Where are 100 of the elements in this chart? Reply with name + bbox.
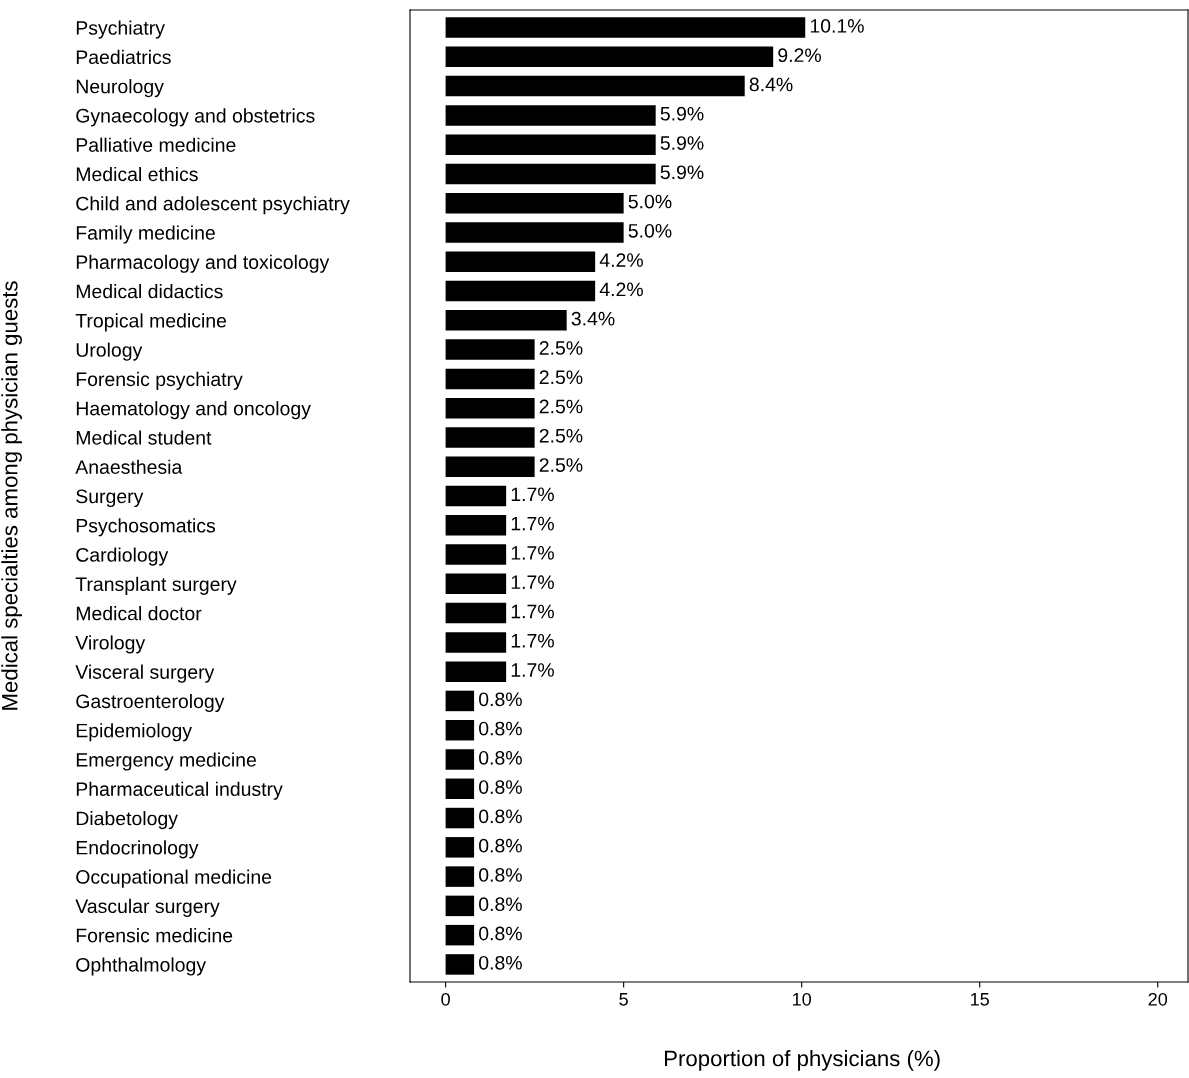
y-tick-label: Pharmacology and toxicology — [76, 254, 330, 273]
bar — [445, 954, 475, 975]
y-tick-label: Anaesthesia — [75, 459, 183, 474]
data-label: 1.7% — [511, 633, 554, 648]
x-tick-label: 15 — [971, 993, 989, 1006]
data-label: 0.8% — [479, 750, 522, 765]
bar — [445, 105, 656, 126]
y-tick-label: Medical doctor — [76, 606, 202, 621]
data-label: 1.7% — [511, 663, 554, 677]
bar — [445, 485, 507, 507]
bar — [445, 339, 535, 360]
y-tick-label: Emergency medicine — [76, 752, 256, 771]
data-label: 2.5% — [539, 458, 583, 472]
bar — [445, 134, 656, 155]
y-tick-label: Medical ethics — [76, 166, 198, 182]
x-axis-title: Proportion of physicians (%) — [664, 1050, 940, 1071]
y-tick-label: Epidemiology — [76, 723, 192, 742]
data-label: 1.7% — [511, 487, 554, 502]
bar — [445, 17, 806, 38]
data-label: 4.2% — [599, 282, 643, 297]
y-tick-label: Virology — [75, 635, 146, 654]
y-tick-label: Endocrinology — [76, 840, 199, 859]
bar — [445, 807, 475, 829]
y-tick-label: Psychiatry — [76, 20, 165, 39]
y-tick-label: Diabetology — [76, 811, 178, 830]
data-label: 1.7% — [511, 604, 554, 619]
y-tick-label: Occupational medicine — [76, 869, 272, 888]
y-tick-label: Cardiology — [76, 547, 169, 566]
x-tick-label: 0 — [441, 992, 450, 1006]
data-label: 10.1% — [810, 19, 864, 33]
data-label: 0.8% — [479, 838, 522, 853]
bar — [445, 719, 475, 741]
data-label: 0.8% — [479, 721, 522, 736]
bar — [445, 661, 507, 682]
bar — [445, 280, 596, 302]
bar — [445, 310, 567, 331]
bar — [445, 456, 535, 477]
bar — [445, 866, 475, 887]
bar — [445, 515, 507, 536]
data-label: 8.4% — [749, 77, 793, 92]
bar — [445, 222, 624, 243]
bar — [445, 690, 475, 712]
bar — [445, 251, 596, 273]
y-tick-label: Palliative medicine — [76, 137, 236, 152]
y-tick-label: Transplant surgery — [75, 576, 237, 595]
data-label: 2.5% — [539, 341, 583, 355]
bar — [445, 602, 507, 624]
y-tick-label: Surgery — [76, 489, 144, 508]
y-tick-label: Forensic medicine — [76, 928, 233, 943]
bar — [445, 75, 745, 97]
data-label: 2.5% — [539, 428, 583, 443]
y-tick-label: Paediatrics — [76, 49, 171, 65]
bar — [445, 368, 535, 390]
data-label: 1.7% — [511, 546, 554, 560]
x-tick-label: 10 — [793, 992, 812, 1006]
bar — [445, 544, 507, 565]
y-tick-label: Gastroenterology — [76, 693, 225, 713]
bar — [445, 895, 475, 917]
y-tick-label: Visceral surgery — [75, 664, 215, 683]
y-tick-label: Child and adolescent psychiatry — [76, 196, 350, 215]
bar — [445, 427, 535, 448]
data-label: 0.8% — [479, 955, 522, 970]
bar — [445, 192, 624, 214]
data-label: 9.2% — [778, 48, 821, 63]
data-label: 3.4% — [571, 311, 615, 326]
y-tick-label: Urology — [76, 342, 143, 361]
bar — [445, 573, 507, 595]
y-tick-label: Gynaecology and obstetrics — [76, 108, 315, 127]
y-tick-label: Tropical medicine — [75, 313, 227, 332]
y-tick-label: Forensic psychiatry — [76, 371, 243, 390]
y-tick-label: Medical student — [76, 430, 212, 445]
data-label: 0.8% — [479, 897, 522, 912]
data-label: 0.8% — [479, 692, 522, 707]
data-label: 1.7% — [511, 575, 554, 589]
data-label: 5.0% — [628, 223, 672, 238]
y-tick-label: Haematology and oncology — [76, 401, 311, 420]
data-label: 4.2% — [599, 253, 643, 267]
data-label: 5.9% — [660, 136, 704, 150]
data-label: 1.7% — [511, 516, 554, 531]
bar — [445, 46, 774, 68]
bar — [445, 397, 535, 419]
y-tick-label: Ophthalmology — [76, 957, 207, 976]
x-tick-label: 20 — [1148, 992, 1168, 1006]
y-axis-title: Medical specialties among physician guests — [1, 281, 22, 710]
y-tick-label: Vascular surgery — [75, 898, 220, 917]
y-tick-label: Family medicine — [76, 225, 215, 244]
y-tick-label: Psychosomatics — [76, 518, 216, 537]
bar — [445, 778, 475, 800]
data-label: 2.5% — [539, 370, 583, 385]
bar — [445, 163, 656, 185]
bar — [445, 837, 475, 858]
data-label: 5.0% — [628, 194, 672, 209]
y-tick-label: Medical didactics — [76, 284, 223, 299]
data-label: 0.8% — [479, 809, 522, 824]
bar — [445, 924, 475, 946]
data-label: 0.8% — [479, 926, 522, 941]
data-label: 0.8% — [479, 868, 522, 882]
data-label: 5.9% — [660, 165, 704, 180]
data-label: 5.9% — [660, 106, 704, 121]
bar — [445, 632, 507, 653]
